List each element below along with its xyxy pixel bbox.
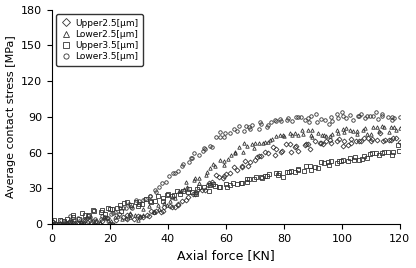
Lower2.5[μm] [58, 222, 63, 226]
Upper2.5[μm] [397, 141, 402, 144]
Lower2.5[μm] [293, 131, 298, 134]
Lower3.5[μm] [243, 125, 248, 128]
Upper3.5[μm] [50, 222, 54, 226]
Legend: Upper2.5[μm], Lower2.5[μm], Upper3.5[μm], Lower3.5[μm]: Upper2.5[μm], Lower2.5[μm], Upper3.5[μm]… [57, 14, 143, 66]
Upper3.5[μm] [245, 177, 250, 180]
Lower3.5[μm] [50, 222, 54, 226]
Upper3.5[μm] [325, 161, 330, 164]
Upper3.5[μm] [396, 149, 401, 152]
Upper2.5[μm] [292, 146, 297, 149]
Line: Lower3.5[μm]: Lower3.5[μm] [50, 110, 401, 226]
Y-axis label: Average contact stress [MPa]: Average contact stress [MPa] [5, 35, 15, 198]
Lower2.5[μm] [328, 134, 333, 137]
Lower2.5[μm] [146, 204, 151, 207]
Upper2.5[μm] [377, 132, 382, 135]
Upper2.5[μm] [146, 214, 151, 217]
Lower2.5[μm] [391, 125, 396, 129]
Upper3.5[μm] [143, 198, 148, 201]
Upper2.5[μm] [245, 164, 250, 167]
Upper3.5[μm] [386, 150, 391, 153]
Upper2.5[μm] [57, 222, 62, 226]
Upper2.5[μm] [124, 217, 129, 220]
Lower3.5[μm] [326, 122, 331, 125]
Upper3.5[μm] [288, 170, 293, 173]
Lower3.5[μm] [397, 115, 402, 118]
Lower2.5[μm] [379, 124, 384, 128]
X-axis label: Axial force [KN]: Axial force [KN] [177, 250, 275, 262]
Line: Upper2.5[μm]: Upper2.5[μm] [50, 132, 401, 226]
Upper2.5[μm] [327, 138, 332, 141]
Lower2.5[μm] [245, 144, 250, 147]
Upper2.5[μm] [391, 137, 396, 140]
Lower3.5[μm] [142, 198, 147, 201]
Lower3.5[μm] [124, 206, 129, 210]
Line: Upper3.5[μm]: Upper3.5[μm] [50, 144, 401, 226]
Upper3.5[μm] [121, 201, 126, 204]
Lower2.5[μm] [397, 126, 402, 129]
Lower2.5[μm] [50, 221, 55, 224]
Lower3.5[μm] [290, 120, 295, 123]
Upper3.5[μm] [395, 144, 400, 147]
Line: Lower2.5[μm]: Lower2.5[μm] [51, 124, 401, 226]
Upper2.5[μm] [50, 219, 54, 223]
Lower2.5[μm] [128, 216, 133, 219]
Lower3.5[μm] [389, 115, 394, 118]
Lower3.5[μm] [374, 110, 379, 114]
